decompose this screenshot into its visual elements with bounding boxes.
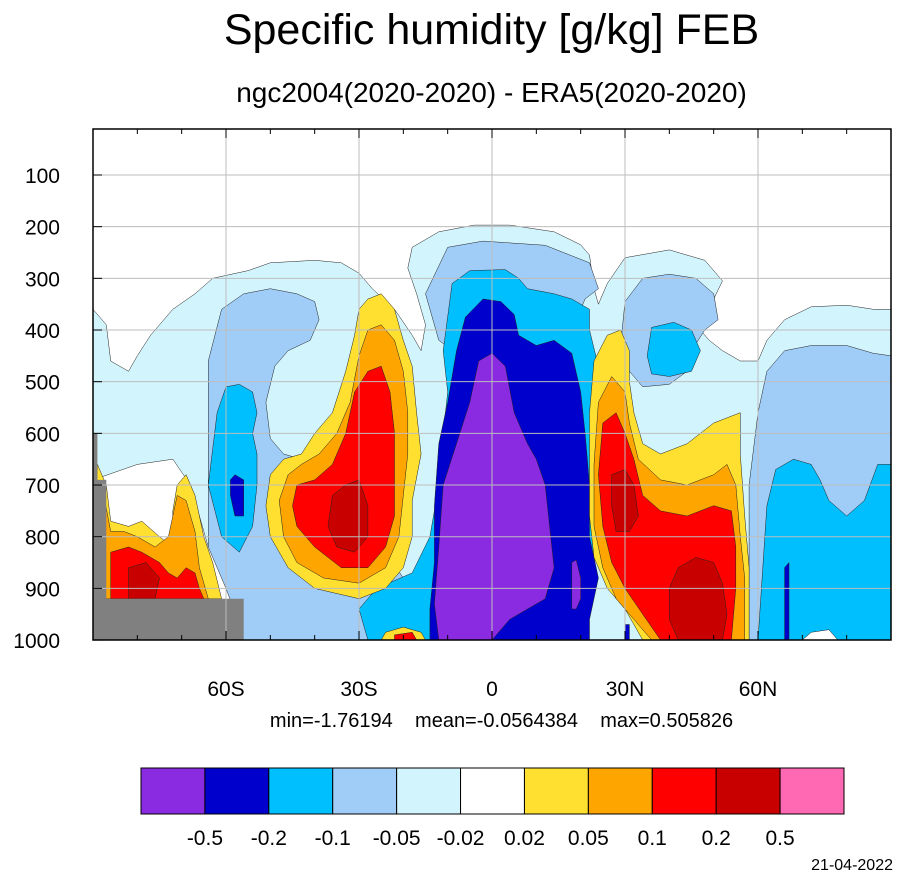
y-tick-label: 800 (25, 527, 60, 550)
colorbar: -0.5 -0.2 -0.1 -0.05 -0.02 0.02 0.05 0.1 0.2 0.5 (140, 767, 845, 850)
colorbar-swatch (396, 767, 462, 815)
region-missing-1 (93, 433, 244, 640)
region-blue-dark-e1 (784, 561, 790, 640)
stat-max: 0.505826 (649, 710, 734, 732)
y-tick-label: 900 (25, 578, 60, 601)
colorbar-swatch (268, 767, 334, 815)
region-darkred-nh2 (669, 557, 728, 640)
stat-mean-label: mean= (415, 710, 477, 732)
colorbar-label: 0.5 (765, 827, 794, 850)
y-tick-label: 700 (25, 475, 60, 498)
colorbar-swatch (460, 767, 525, 815)
x-tick-label: 60N (739, 678, 778, 701)
grid-lines (93, 129, 891, 640)
stats-line: min=-1.76194 mean=-0.0564384 max=0.50582… (0, 709, 901, 733)
y-tick-label: 400 (25, 320, 60, 343)
stat-max-label: max= (600, 710, 650, 732)
colorbar-label: -0.5 (187, 827, 223, 850)
y-tick-label: 1000 (13, 630, 60, 653)
colorbar-label: -0.02 (437, 827, 485, 850)
chart-title: Specific humidity [g/kg] FEB (223, 6, 760, 54)
region-red-bottom (394, 632, 417, 640)
colorbar-swatch (779, 767, 845, 815)
x-tick-label: 30N (606, 678, 645, 701)
x-tick-label: 30S (340, 678, 377, 701)
region-purple-main (434, 352, 555, 640)
y-tick-label: 300 (25, 268, 60, 291)
x-tick-label: 60S (207, 678, 244, 701)
stat-min: -1.76194 (313, 710, 393, 732)
colorbar-swatch (332, 767, 398, 815)
x-tick-label: 0 (486, 678, 498, 701)
colorbar-swatch (204, 767, 270, 815)
y-tick-label: 500 (25, 372, 60, 395)
region-blue-mid-e (757, 458, 891, 640)
region-red-30s (292, 365, 395, 568)
stat-mean: -0.0564384 (476, 710, 578, 732)
colorbar-label: 0.2 (702, 827, 731, 850)
y-tick-label: 600 (25, 423, 60, 446)
y-tick-label: 200 (25, 217, 60, 240)
axis-ticks: 60S 30S 0 30N 60N 100 200 300 400 500 600 700 800 900… (13, 129, 848, 701)
chart-subtitle: ngc2004(2020-2020) - ERA5(2020-2020) (236, 77, 747, 108)
colorbar-swatch (587, 767, 653, 815)
stat-min-label: min= (269, 710, 314, 732)
colorbar-label: -0.2 (251, 827, 287, 850)
colorbar-label: 0.02 (504, 827, 545, 850)
region-blue-mid-nh (646, 322, 701, 377)
colorbar-swatch (651, 767, 717, 815)
date-stamp: 21-04-2022 (811, 857, 893, 874)
colorbar-label: 0.1 (638, 827, 667, 850)
colorbar-swatch (715, 767, 781, 815)
colorbar-label: 0.05 (568, 827, 609, 850)
region-white-bottom-e (801, 629, 839, 640)
colorbar-label: -0.05 (373, 827, 421, 850)
region-purple-streak (571, 559, 581, 610)
colorbar-swatch (140, 767, 206, 815)
region-blue-dark-e2 (624, 624, 630, 640)
colorbar-swatch (523, 767, 589, 815)
y-tick-label: 100 (25, 165, 60, 188)
colorbar-label: -0.1 (315, 827, 351, 850)
